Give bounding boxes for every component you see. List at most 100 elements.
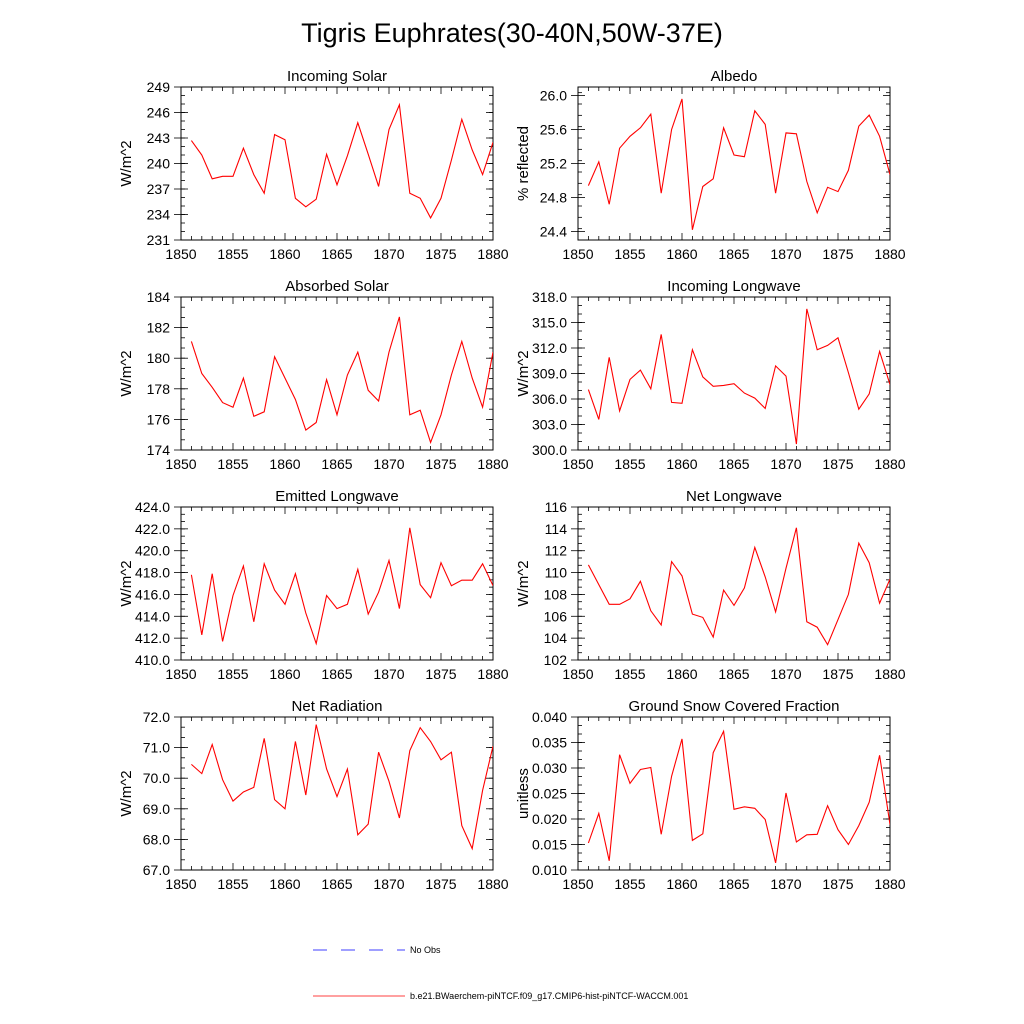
y-tick-label: 234 bbox=[147, 207, 171, 223]
x-tick-label: 1880 bbox=[874, 876, 905, 892]
x-tick-label: 1860 bbox=[269, 666, 300, 682]
y-tick-label: 309.0 bbox=[532, 366, 567, 382]
x-tick-label: 1855 bbox=[217, 456, 248, 472]
x-tick-label: 1875 bbox=[425, 666, 456, 682]
legend-model-label: b.e21.BWaerchem-piNTCF.f09_g17.CMIP6-his… bbox=[410, 991, 688, 1001]
y-tick-label: 0.035 bbox=[532, 735, 567, 751]
panel-8: Ground Snow Covered Fraction unitless 1850… bbox=[515, 698, 906, 892]
y-tick-label: 312.0 bbox=[532, 340, 567, 356]
x-tick-label: 1855 bbox=[614, 876, 645, 892]
x-tick-label: 1850 bbox=[165, 246, 196, 262]
y-tick-label: 412.0 bbox=[135, 630, 170, 646]
x-tick-label: 1865 bbox=[321, 456, 352, 472]
panel-3: Absorbed Solar W/m^2 1850 1855 1860 1865 1870 1… bbox=[118, 278, 509, 472]
x-tick-label: 1870 bbox=[373, 666, 404, 682]
y-axis-label: W/m^2 bbox=[118, 770, 135, 816]
panel-title: Emitted Longwave bbox=[275, 488, 398, 505]
x-tick-label: 1850 bbox=[562, 876, 593, 892]
panel-4: Incoming Longwave W/m^2 1850 1855 1860 1865 18… bbox=[515, 278, 906, 472]
legend-obs-label: No Obs bbox=[410, 945, 441, 955]
y-tick-label: 182 bbox=[147, 320, 171, 336]
plot-frame bbox=[180, 86, 494, 241]
series-line bbox=[587, 729, 890, 864]
y-tick-label: 106 bbox=[544, 608, 568, 624]
x-tick-label: 1865 bbox=[718, 246, 749, 262]
series-line bbox=[587, 527, 890, 646]
series-line bbox=[190, 316, 493, 445]
panel-6: Net Longwave W/m^2 1850 1855 1860 1865 1870 187… bbox=[515, 488, 906, 682]
x-tick-label: 1865 bbox=[321, 876, 352, 892]
x-tick-label: 1865 bbox=[718, 456, 749, 472]
y-tick-label: 249 bbox=[147, 79, 171, 95]
x-tick-label: 1850 bbox=[562, 456, 593, 472]
x-tick-label: 1855 bbox=[217, 246, 248, 262]
x-tick-label: 1875 bbox=[822, 456, 853, 472]
series-line bbox=[191, 724, 493, 851]
x-tick-label: 1850 bbox=[562, 246, 593, 262]
legend: No Obs b.e21.BWaerchem-piNTCF.f09_g17.CM… bbox=[313, 945, 688, 1001]
y-tick-label: 418.0 bbox=[135, 565, 170, 581]
y-tick-label: 102 bbox=[544, 652, 568, 668]
x-tick-label: 1870 bbox=[373, 246, 404, 262]
x-tick-label: 1865 bbox=[718, 666, 749, 682]
y-tick-label: 0.010 bbox=[532, 862, 567, 878]
x-tick-label: 1850 bbox=[165, 666, 196, 682]
y-tick-label: 24.4 bbox=[540, 224, 567, 240]
y-tick-label: 110 bbox=[545, 565, 568, 581]
y-tick-label: 300.0 bbox=[532, 442, 567, 458]
x-tick-label: 1880 bbox=[477, 456, 508, 472]
y-tick-label: 67.0 bbox=[143, 862, 170, 878]
y-tick-label: 243 bbox=[147, 130, 171, 146]
y-tick-label: 240 bbox=[147, 156, 171, 172]
y-tick-label: 26.0 bbox=[540, 88, 567, 104]
y-tick-label: 116 bbox=[545, 499, 568, 515]
x-tick-label: 1875 bbox=[425, 456, 456, 472]
panel-2: Albedo % reflected 1850 1855 1860 1865 1870 187… bbox=[515, 68, 906, 262]
y-axis-label: W/m^2 bbox=[118, 350, 135, 396]
x-tick-label: 1880 bbox=[874, 456, 905, 472]
y-tick-label: 315.0 bbox=[532, 315, 567, 331]
x-tick-label: 1870 bbox=[770, 456, 801, 472]
series-line bbox=[587, 308, 890, 445]
y-tick-label: 114 bbox=[545, 521, 568, 537]
y-tick-label: 108 bbox=[544, 586, 568, 602]
figure-title: Tigris Euphrates(30-40N,50W-37E) bbox=[301, 18, 723, 48]
plot-frame bbox=[577, 296, 891, 451]
x-tick-label: 1860 bbox=[269, 876, 300, 892]
x-tick-label: 1880 bbox=[874, 246, 905, 262]
x-tick-label: 1880 bbox=[477, 876, 508, 892]
y-tick-label: 231 bbox=[147, 232, 171, 248]
y-tick-label: 0.030 bbox=[532, 760, 567, 776]
x-tick-label: 1870 bbox=[770, 666, 801, 682]
y-tick-label: 0.020 bbox=[532, 811, 567, 827]
plot-frame bbox=[577, 86, 891, 241]
y-tick-label: 176 bbox=[147, 411, 171, 427]
y-tick-label: 178 bbox=[147, 381, 171, 397]
y-tick-label: 71.0 bbox=[143, 740, 170, 756]
x-tick-label: 1860 bbox=[269, 456, 300, 472]
y-axis-label: W/m^2 bbox=[118, 560, 135, 606]
panel-title: Ground Snow Covered Fraction bbox=[629, 698, 840, 715]
y-tick-label: 303.0 bbox=[532, 417, 567, 433]
y-tick-label: 246 bbox=[147, 105, 171, 121]
y-tick-label: 237 bbox=[147, 181, 171, 197]
y-tick-label: 0.025 bbox=[532, 786, 567, 802]
y-tick-label: 104 bbox=[544, 630, 568, 646]
y-tick-label: 68.0 bbox=[143, 831, 170, 847]
x-tick-label: 1855 bbox=[217, 876, 248, 892]
series-line bbox=[190, 527, 493, 646]
x-tick-label: 1880 bbox=[477, 666, 508, 682]
y-tick-label: 72.0 bbox=[143, 709, 170, 725]
y-tick-label: 70.0 bbox=[143, 770, 170, 786]
panel-title: Net Longwave bbox=[686, 488, 782, 505]
x-tick-label: 1860 bbox=[666, 246, 697, 262]
y-axis-label: W/m^2 bbox=[515, 350, 532, 396]
x-tick-label: 1865 bbox=[321, 666, 352, 682]
plot-frame bbox=[180, 506, 494, 661]
y-tick-label: 0.040 bbox=[532, 709, 567, 725]
y-tick-label: 422.0 bbox=[135, 521, 170, 537]
plot-frame bbox=[577, 506, 891, 661]
plot-frame bbox=[577, 716, 891, 871]
panel-5: Emitted Longwave W/m^2 1850 1855 1860 1865 187… bbox=[118, 488, 509, 682]
